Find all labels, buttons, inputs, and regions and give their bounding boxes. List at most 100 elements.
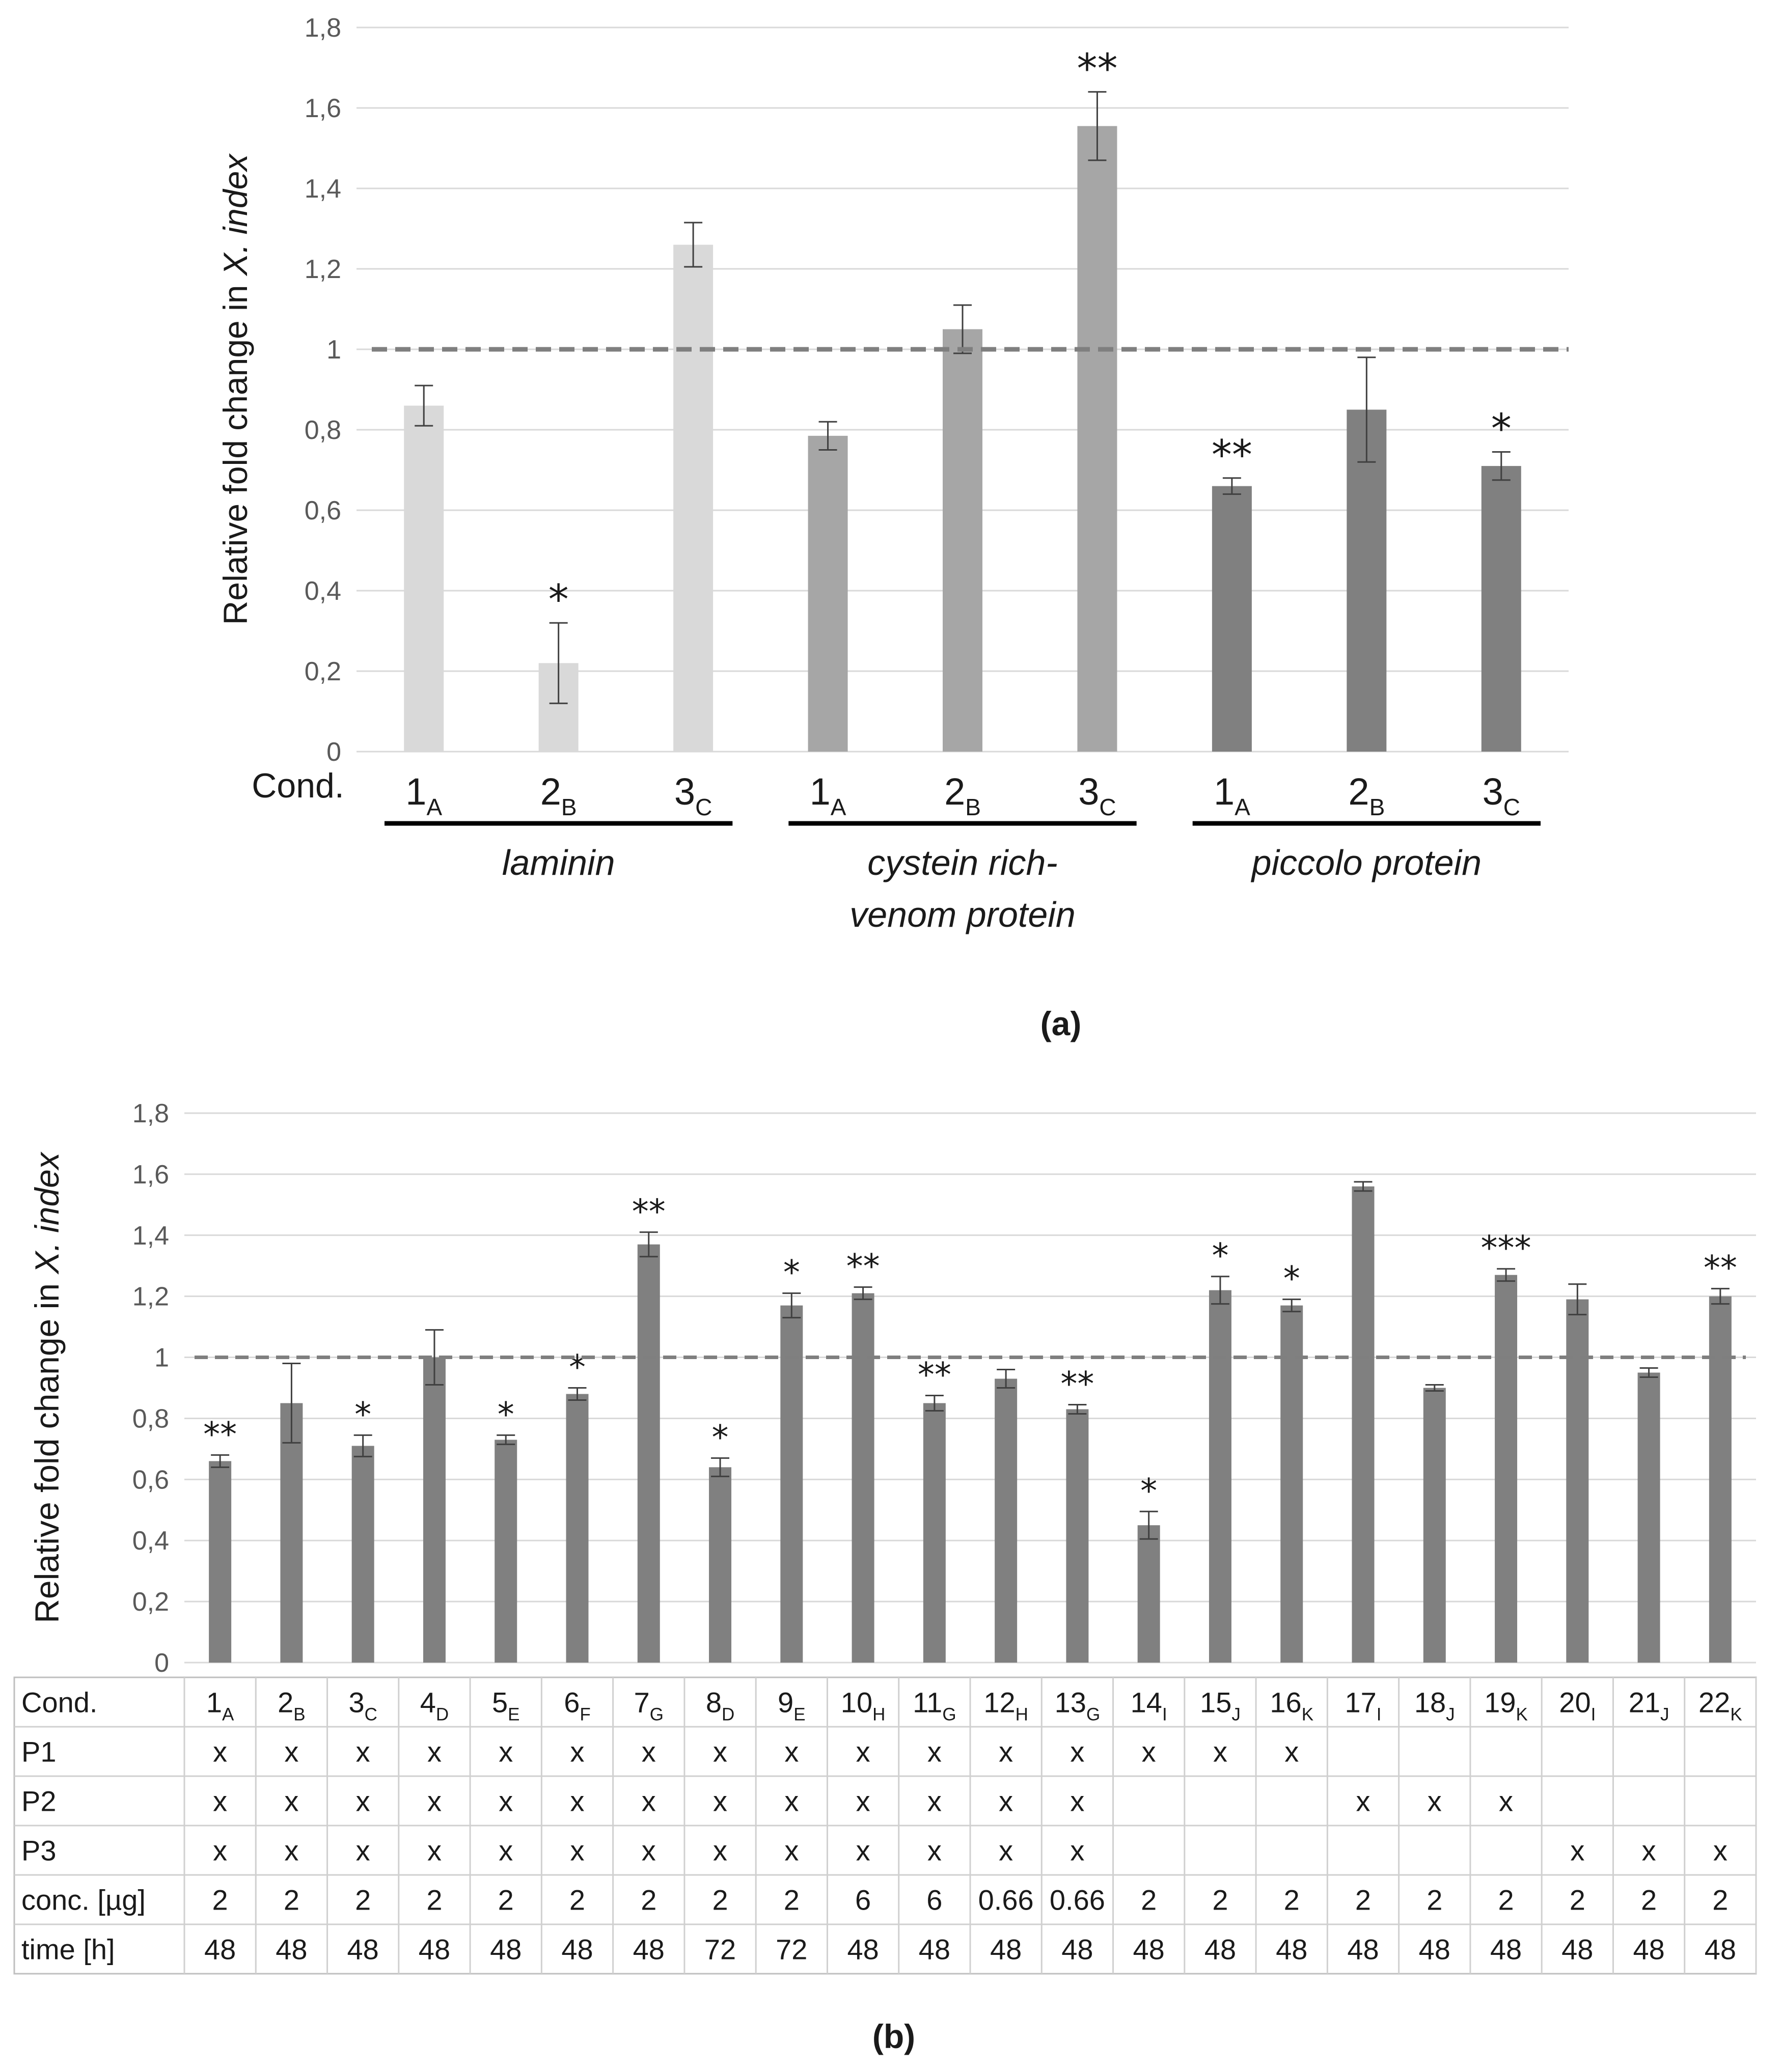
panel-b-table-header-label: Cond. (21, 1687, 97, 1719)
panel-a-bar (943, 329, 982, 752)
panel-b-bar (1637, 1372, 1660, 1663)
panel-b-table-cell: x (427, 1785, 442, 1817)
panel-b-table-cell: 48 (1133, 1933, 1165, 1966)
panel-a-significance-label: * (549, 576, 569, 623)
panel-b-y-tick-label: 1,2 (132, 1282, 169, 1312)
panel-b-table-cell: x (1499, 1785, 1513, 1817)
panel-b-table-cell: x (1213, 1736, 1227, 1768)
panel-b-category-label: 14I (1131, 1687, 1167, 1725)
panel-b-bar (1137, 1525, 1160, 1663)
panel-b-table-cell: x (570, 1785, 585, 1817)
panel-b-table-cell: x (1070, 1736, 1084, 1768)
panel-b-bar (709, 1467, 732, 1663)
panel-b-category-label: 5E (492, 1687, 520, 1725)
panel-a-category-label: 2B (1348, 770, 1385, 820)
panel-b-category-label: 17I (1345, 1687, 1381, 1725)
panel-b-table-cell: x (1428, 1785, 1442, 1817)
panel-a-category-label: 1A (405, 770, 442, 820)
panel-b-y-tick-label: 1 (154, 1343, 169, 1373)
panel-b-table-cell: 0.66 (1050, 1884, 1105, 1916)
panel-a-group-label: cystein rich- (867, 843, 1057, 882)
panel-b-y-tick-label: 0,6 (132, 1465, 169, 1495)
panel-a-significance-label: * (1491, 405, 1512, 452)
panel-b-table-cell: x (713, 1785, 727, 1817)
panel-b-category-label: 1A (206, 1687, 234, 1725)
panel-b-category-label: 11G (913, 1687, 956, 1725)
panel-a-group-label: laminin (502, 843, 615, 882)
panel-b-category-label: 15J (1200, 1687, 1241, 1725)
panel-b-table-cell: 2 (1570, 1884, 1585, 1916)
panel-b-table-cell: 2 (498, 1884, 514, 1916)
panel-b-table-cell: x (1356, 1785, 1370, 1817)
panel-b-table-cell: 2 (284, 1884, 299, 1916)
panel-b-category-label: 2B (278, 1687, 306, 1725)
panel-a-y-axis-label: Relative fold change in X. index (216, 153, 254, 625)
panel-b-table-cell: 48 (419, 1933, 450, 1966)
panel-b-table-cell: 2 (712, 1884, 728, 1916)
panel-b-table-cell: 2 (355, 1884, 371, 1916)
panel-b-table-cell: x (499, 1736, 513, 1768)
panel-b-table-cell: x (999, 1785, 1013, 1817)
panel-b-table-cell: x (642, 1785, 656, 1817)
panel-b-significance-label: ** (1704, 1249, 1737, 1288)
panel-b-bar (1352, 1186, 1375, 1663)
panel-b-significance-label: * (712, 1418, 729, 1457)
panel-b-table-cell: 2 (426, 1884, 442, 1916)
panel-a-category-label: 3C (1483, 770, 1520, 820)
panel-b-significance-label: * (569, 1348, 586, 1387)
panel-b-category-label: 16K (1270, 1687, 1313, 1725)
panel-b-table-cell: x (642, 1835, 656, 1867)
panel-b-table-cell: 48 (561, 1933, 593, 1966)
panel-b-category-label: 13G (1055, 1687, 1101, 1725)
panel-b-y-tick-label: 1,4 (132, 1221, 169, 1251)
panel-b-table-cell: x (856, 1736, 870, 1768)
panel-b-y-tick-label: 0,4 (132, 1526, 169, 1556)
panel-a-y-tick-label: 1,4 (305, 174, 341, 204)
panel-b-table-cell: x (1284, 1736, 1299, 1768)
panel-b-table-cell: 2 (1284, 1884, 1300, 1916)
panel-b-table-cell: 2 (1141, 1884, 1157, 1916)
panel-b-table-cell: 72 (704, 1933, 736, 1966)
panel-a-category-label: 1A (810, 770, 846, 820)
panel-b-table-cell: 2 (569, 1884, 585, 1916)
panel-a-bar (808, 435, 848, 752)
panel-b-category-label: 7G (634, 1687, 664, 1725)
panel-a-cond-label: Cond. (252, 766, 344, 805)
panel-b-significance-label: ** (203, 1415, 237, 1454)
panel-b-bar (1423, 1388, 1446, 1663)
panel-b-table-cell: 2 (1427, 1884, 1442, 1916)
panel-b-table-cell: 2 (641, 1884, 656, 1916)
panel-b-table-cell: x (356, 1835, 370, 1867)
panel-b-category-label: 22K (1698, 1687, 1742, 1725)
panel-b-table-cell: x (927, 1785, 942, 1817)
panel-a-bar (1212, 486, 1252, 752)
panel-b-table-cell: 2 (1212, 1884, 1228, 1916)
panel-a-category-label: 3C (1078, 770, 1116, 820)
panel-b-bar (280, 1403, 303, 1663)
panel-b-table-row-label: time [h] (21, 1933, 115, 1966)
panel-b-table-cell: 2 (1355, 1884, 1371, 1916)
panel-b-y-tick-label: 1,8 (132, 1099, 169, 1128)
panel-b-table-cell: 48 (1705, 1933, 1736, 1966)
panel-b-table-cell: x (642, 1736, 656, 1768)
panel-b-y-tick-label: 0 (154, 1648, 169, 1678)
panel-b-table-cell: 48 (847, 1933, 879, 1966)
panel-b-significance-label: *** (1481, 1229, 1531, 1268)
panel-b-category-label: 6F (564, 1687, 591, 1725)
panel-b-table-cell: 2 (784, 1884, 800, 1916)
panel-b-table-cell: x (213, 1835, 227, 1867)
panel-b-category-label: 9E (778, 1687, 806, 1725)
panel-b-significance-label: ** (1060, 1364, 1094, 1403)
panel-b-table-cell: 48 (1561, 1933, 1593, 1966)
panel-b-y-tick-label: 0,2 (132, 1587, 169, 1617)
panel-b-table-cell: x (927, 1835, 942, 1867)
panel-b-bar (209, 1461, 232, 1663)
panel-b-table-cell: x (927, 1736, 942, 1768)
panel-b-table-cell: 48 (204, 1933, 236, 1966)
panel-a-bar (1347, 409, 1387, 752)
panel-b-significance-label: * (1283, 1259, 1300, 1299)
panel-a-category-label: 3C (674, 770, 712, 820)
panel-b-table-cell: x (1070, 1835, 1084, 1867)
panel-b-table-cell: 6 (855, 1884, 871, 1916)
